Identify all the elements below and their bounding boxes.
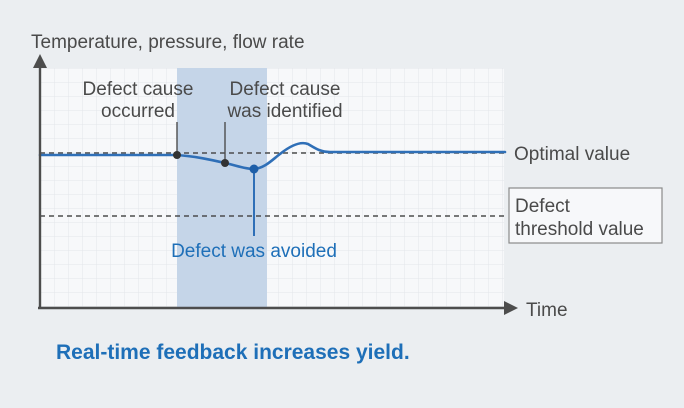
process-signal-line [38, 141, 507, 171]
y-axis-arrow [33, 54, 47, 68]
y-axis-label: Temperature, pressure, flow rate [31, 32, 305, 53]
cause-occurred-label-line1: Defect cause [83, 79, 194, 100]
threshold-label-line1: Defect [515, 196, 571, 217]
cause-occurred-point [173, 151, 181, 159]
cause-identified-point [221, 159, 229, 167]
cause-identified-label-line1: Defect cause [230, 79, 341, 100]
x-axis-arrow [504, 301, 518, 315]
plot-grid [40, 68, 504, 308]
cause-occurred-label-line2: occurred [101, 101, 175, 122]
defect-avoided-point [249, 164, 259, 174]
diagram-caption: Real-time feedback increases yield. [56, 341, 410, 364]
optimal-value-label: Optimal value [514, 144, 630, 165]
threshold-label-box [508, 187, 663, 244]
response-window-band [177, 68, 267, 308]
defect-avoided-label: Defect was avoided [171, 241, 337, 262]
cause-identified-label-line2: was identified [226, 101, 342, 122]
x-axis-label: Time [526, 300, 568, 321]
threshold-label-line2: threshold value [515, 219, 644, 240]
